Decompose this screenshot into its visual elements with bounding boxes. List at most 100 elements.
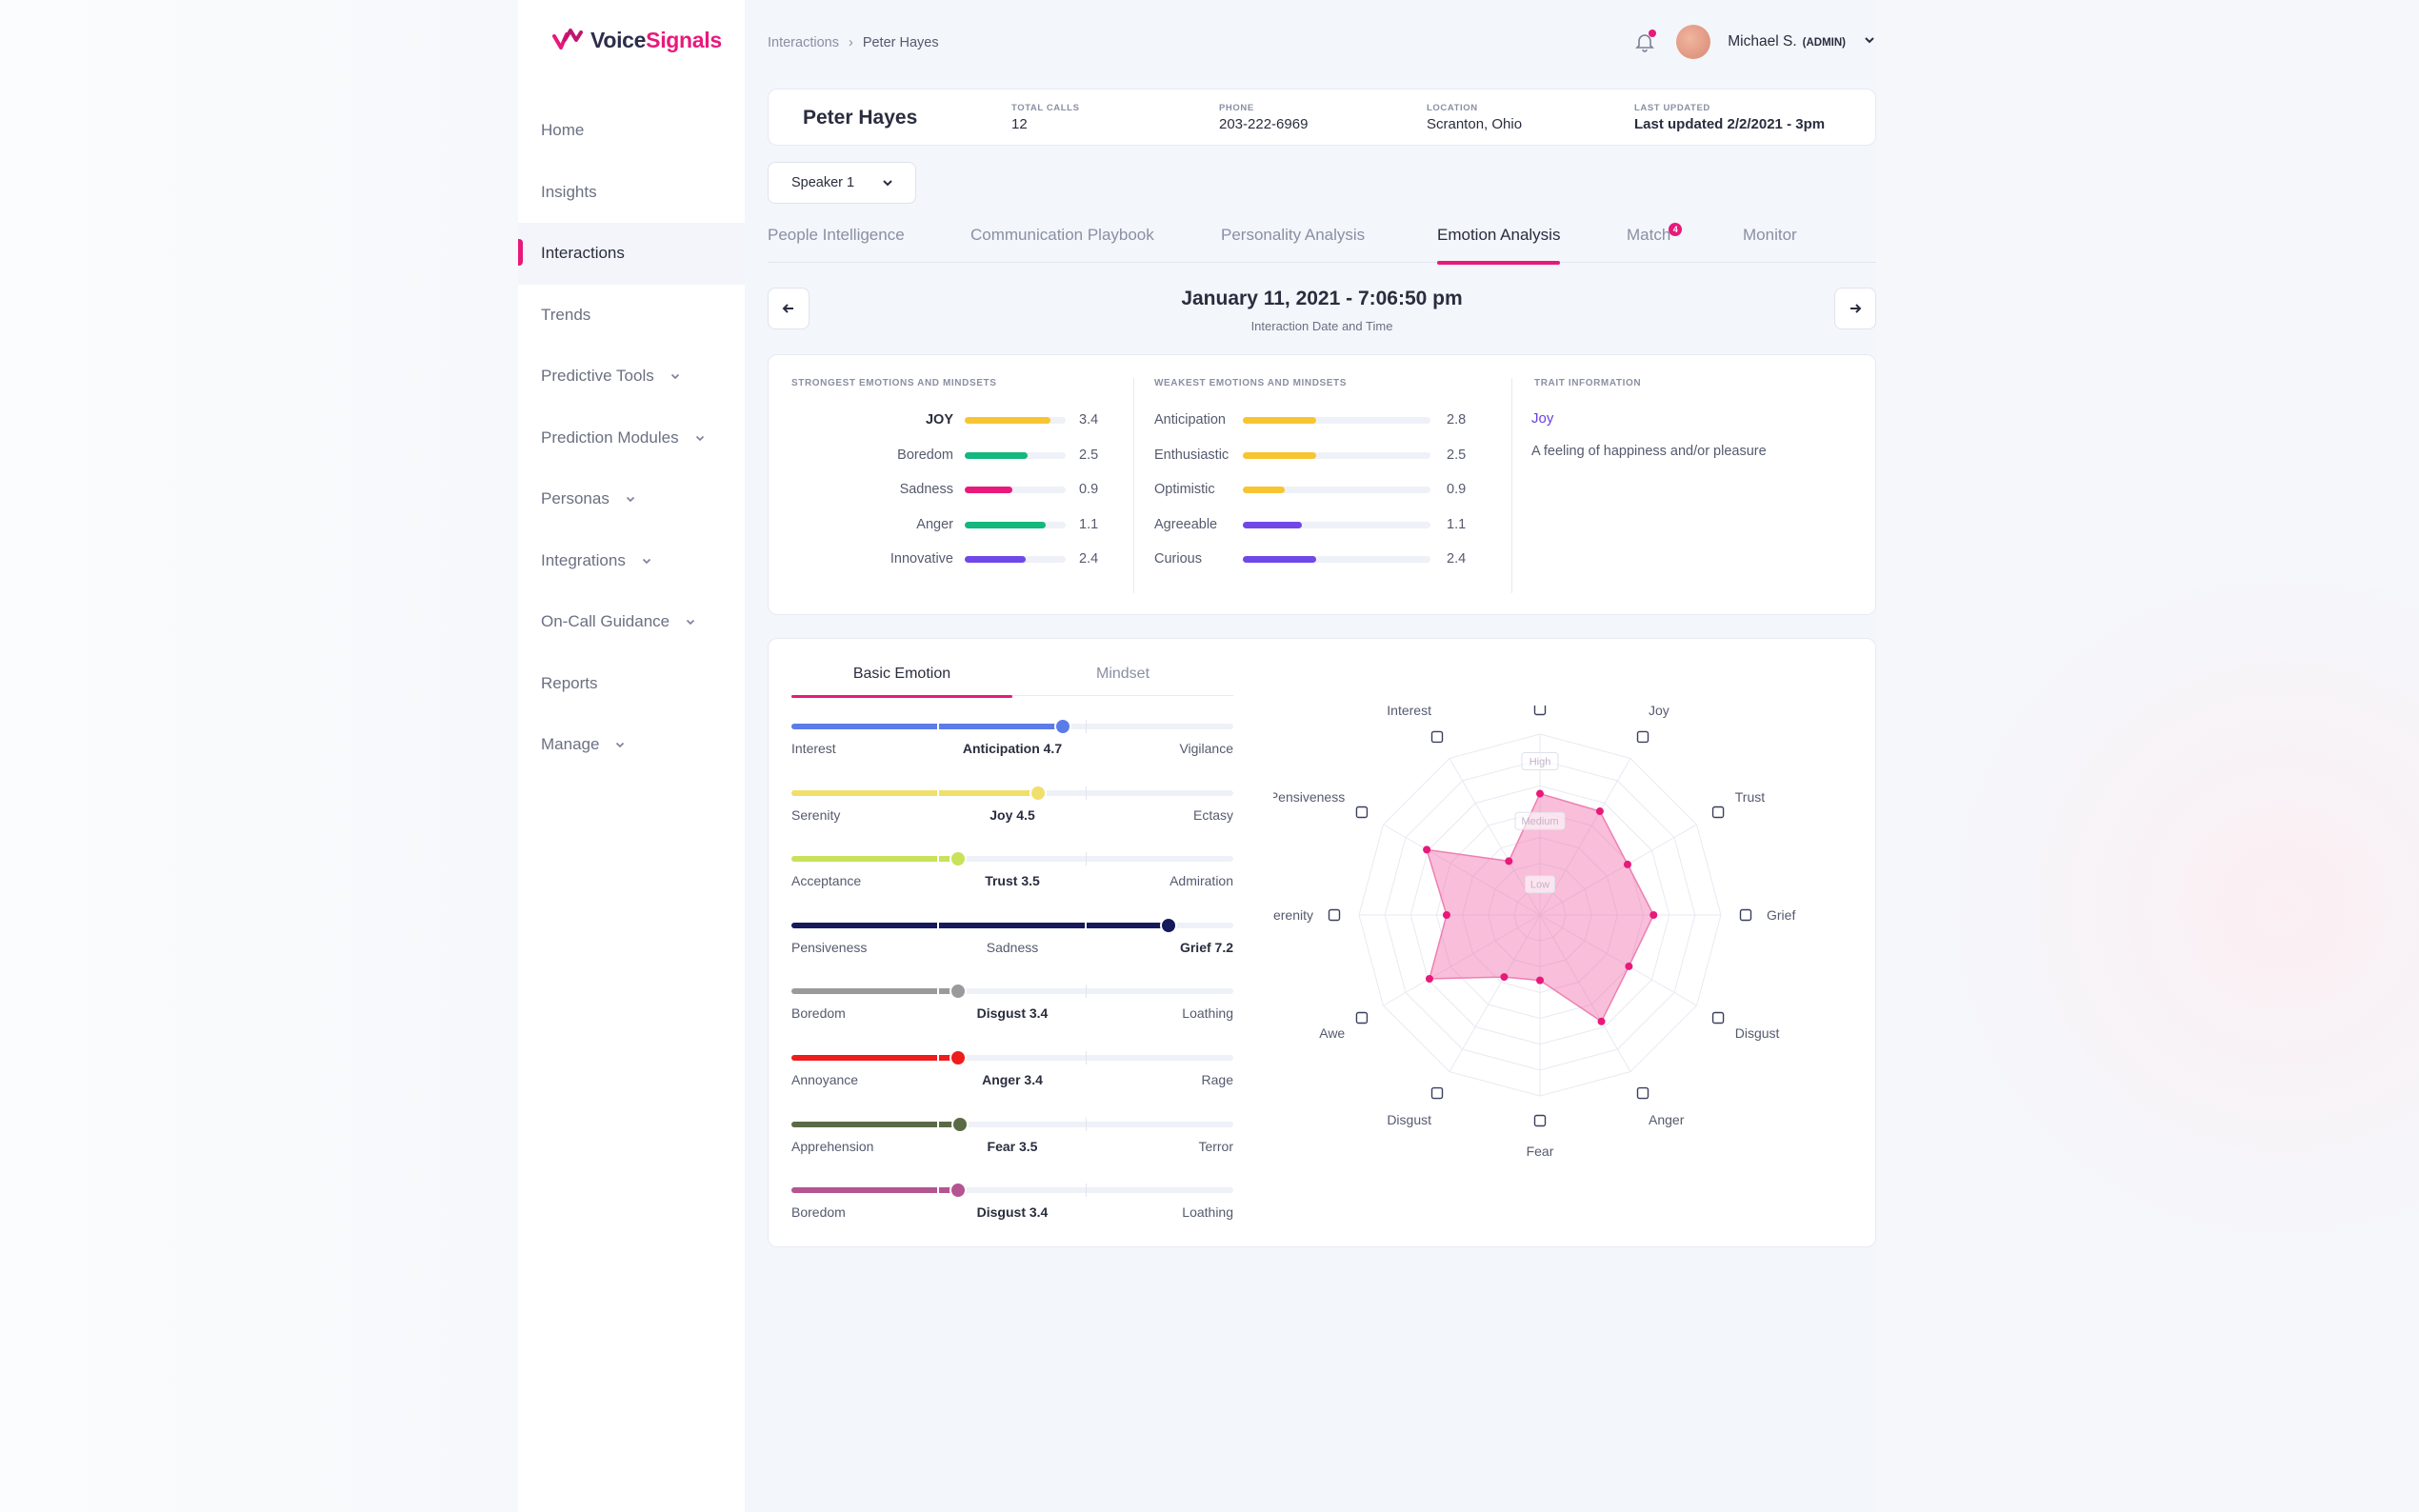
radar-axis-checkbox[interactable] — [1430, 730, 1444, 744]
stat-last-updated: LAST UPDATED Last updated 2/2/2021 - 3pm — [1634, 103, 1826, 132]
radar-axis-checkbox[interactable] — [1636, 1086, 1649, 1100]
notifications-button[interactable] — [1630, 28, 1659, 56]
speaker-select[interactable]: Speaker 1 — [768, 162, 916, 204]
slider-track — [791, 1121, 1233, 1127]
emotion-row[interactable]: JOY 3.4 — [769, 410, 1511, 429]
radar-axis-checkbox[interactable] — [1355, 1011, 1369, 1025]
emotion-radar-chart: HighMediumLowAnticipationJoyTrustGriefDi… — [1273, 706, 1795, 1159]
sidebar-nav: Home Insights Interactions Trends Predictive… — [518, 100, 1282, 776]
emotion-row[interactable]: Anticipation 2.8 — [769, 410, 1511, 429]
slider-fill — [791, 856, 959, 863]
sidebar-item-home[interactable]: Home — [518, 100, 1282, 162]
emotion-bar-fill — [965, 417, 1051, 424]
tab-emotion-analysis[interactable]: Emotion Analysis — [1437, 217, 1561, 265]
radar-axis-checkbox[interactable] — [1533, 706, 1547, 716]
emotion-row[interactable]: Innovative 2.4 — [769, 549, 1511, 568]
slider-fill — [791, 922, 1169, 928]
radar-axis-checkbox[interactable] — [1711, 1011, 1725, 1025]
slider-handle[interactable] — [1054, 718, 1072, 735]
radar-axis-checkbox[interactable] — [1328, 908, 1341, 922]
emotion-slider[interactable]: Annoyance Anger 3.4 Rage — [791, 1049, 1233, 1100]
arrow-right-icon — [1850, 304, 1862, 313]
sidebar-item-integrations[interactable]: Integrations — [518, 529, 1282, 592]
slider-handle[interactable] — [950, 983, 968, 1001]
radar-axis-checkbox[interactable] — [1430, 1086, 1444, 1100]
emotion-row[interactable]: Curious 2.4 — [769, 549, 1511, 568]
emotion-slider[interactable]: Serenity Joy 4.5 Ectasy — [791, 784, 1233, 835]
emotion-value: 2.8 — [1447, 412, 1467, 428]
emotion-slider[interactable]: Boredom Disgust 3.4 Loathing — [791, 1182, 1233, 1232]
user-name[interactable]: Michael S. (ADMIN) — [1728, 33, 1846, 50]
radar-data-point — [1649, 911, 1658, 919]
tab-match[interactable]: Match 4 — [1627, 217, 1683, 263]
emotion-slider[interactable]: Boredom Disgust 3.4 Loathing — [791, 983, 1233, 1033]
next-date-button[interactable] — [1834, 288, 1876, 329]
emotion-row[interactable]: Agreeable 1.1 — [769, 515, 1511, 534]
previous-date-button[interactable] — [768, 288, 810, 329]
sidebar-item-predictive-tools[interactable]: Predictive Tools — [518, 346, 1282, 408]
radar-axis-checkbox[interactable] — [1739, 908, 1752, 922]
trait-name[interactable]: Joy — [1531, 410, 1554, 427]
slider-label-mid: Fear 3.5 — [987, 1138, 1038, 1154]
emotion-slider[interactable]: Apprehension Fear 3.5 Terror — [791, 1115, 1233, 1166]
slider-fill — [791, 1121, 961, 1127]
chevron-down-icon — [626, 497, 634, 503]
sidebar-item-insights[interactable]: Insights — [518, 161, 1282, 224]
slider-label-mid: Trust 3.5 — [985, 873, 1040, 889]
radar-data-point — [1597, 1017, 1606, 1025]
emotion-name: Anticipation — [1154, 412, 1226, 428]
avatar[interactable] — [1676, 25, 1711, 59]
emotion-row[interactable]: Anger 1.1 — [769, 515, 1511, 534]
slider-divider — [937, 919, 939, 931]
slider-handle[interactable] — [950, 850, 968, 868]
slider-label-mid: Sadness — [986, 939, 1039, 955]
tab-communication-playbook[interactable]: Communication Playbook — [970, 226, 1154, 244]
emotion-row[interactable]: Sadness 0.9 — [769, 480, 1511, 499]
radar-axis-checkbox[interactable] — [1711, 806, 1725, 819]
radar-data-point — [1536, 976, 1544, 985]
user-menu-chevron-down-icon[interactable] — [1863, 33, 1876, 51]
emotion-slider[interactable]: Pensiveness Sadness Grief 7.2 — [791, 916, 1233, 967]
emotion-slider[interactable]: Acceptance Trust 3.5 Admiration — [791, 850, 1233, 901]
slider-divider — [1085, 919, 1087, 931]
slider-handle[interactable] — [951, 1115, 970, 1133]
radar-axis-checkbox[interactable] — [1533, 1114, 1547, 1127]
sidebar-item-prediction-modules[interactable]: Prediction Modules — [518, 407, 1282, 469]
sidebar-item-on-call-guidance[interactable]: On-Call Guidance — [518, 591, 1282, 653]
slider-divider — [1086, 1117, 1087, 1131]
emotion-slider[interactable]: Interest Anticipation 4.7 Vigilance — [791, 718, 1233, 768]
emotion-row[interactable]: Optimistic 0.9 — [769, 480, 1511, 499]
radar-data-point — [1500, 973, 1509, 982]
sidebar-item-manage[interactable]: Manage — [518, 714, 1282, 776]
sidebar-item-reports[interactable]: Reports — [518, 652, 1282, 715]
slider-handle[interactable] — [950, 1182, 968, 1200]
slider-handle[interactable] — [1159, 916, 1177, 934]
slider-divider — [1086, 1184, 1087, 1198]
subtab-mindset[interactable]: Mindset — [1095, 666, 1150, 682]
radar-data-point — [1425, 974, 1433, 983]
date-navigator: January 11, 2021 - 7:06:50 pm Interactio… — [768, 288, 1876, 333]
emotion-name: JOY — [925, 412, 953, 428]
radar-axis-checkbox[interactable] — [1355, 806, 1369, 819]
sidebar-item-trends[interactable]: Trends — [518, 284, 1282, 347]
slider-handle[interactable] — [1029, 784, 1047, 802]
radar-ring-label: High — [1529, 757, 1551, 768]
emotion-bar-track — [965, 451, 1066, 459]
sidebar-item-interactions[interactable]: Interactions — [518, 223, 1282, 285]
emotion-name: Sadness — [899, 482, 953, 497]
breadcrumb-parent[interactable]: Interactions — [768, 35, 839, 50]
emotion-row[interactable]: Boredom 2.5 — [769, 446, 1511, 465]
interaction-date-label: Interaction Date and Time — [1250, 319, 1393, 333]
emotion-value: 0.9 — [1447, 482, 1467, 497]
emotion-row[interactable]: Enthusiastic 2.5 — [769, 446, 1511, 465]
sidebar-item-personas[interactable]: Personas — [518, 468, 1282, 530]
logo[interactable]: VoiceSignals — [552, 27, 722, 53]
radar-axis-checkbox[interactable] — [1636, 730, 1649, 744]
slider-handle[interactable] — [950, 1049, 968, 1066]
tab-monitor[interactable]: Monitor — [1743, 226, 1797, 244]
tab-people-intelligence[interactable]: People Intelligence — [768, 226, 905, 244]
subtab-basic-emotion[interactable]: Basic Emotion — [791, 666, 1012, 698]
radar-ring-label-box — [1525, 875, 1555, 894]
radar-axis-label: Grief — [1767, 907, 1795, 923]
tab-personality-analysis[interactable]: Personality Analysis — [1221, 226, 1366, 244]
